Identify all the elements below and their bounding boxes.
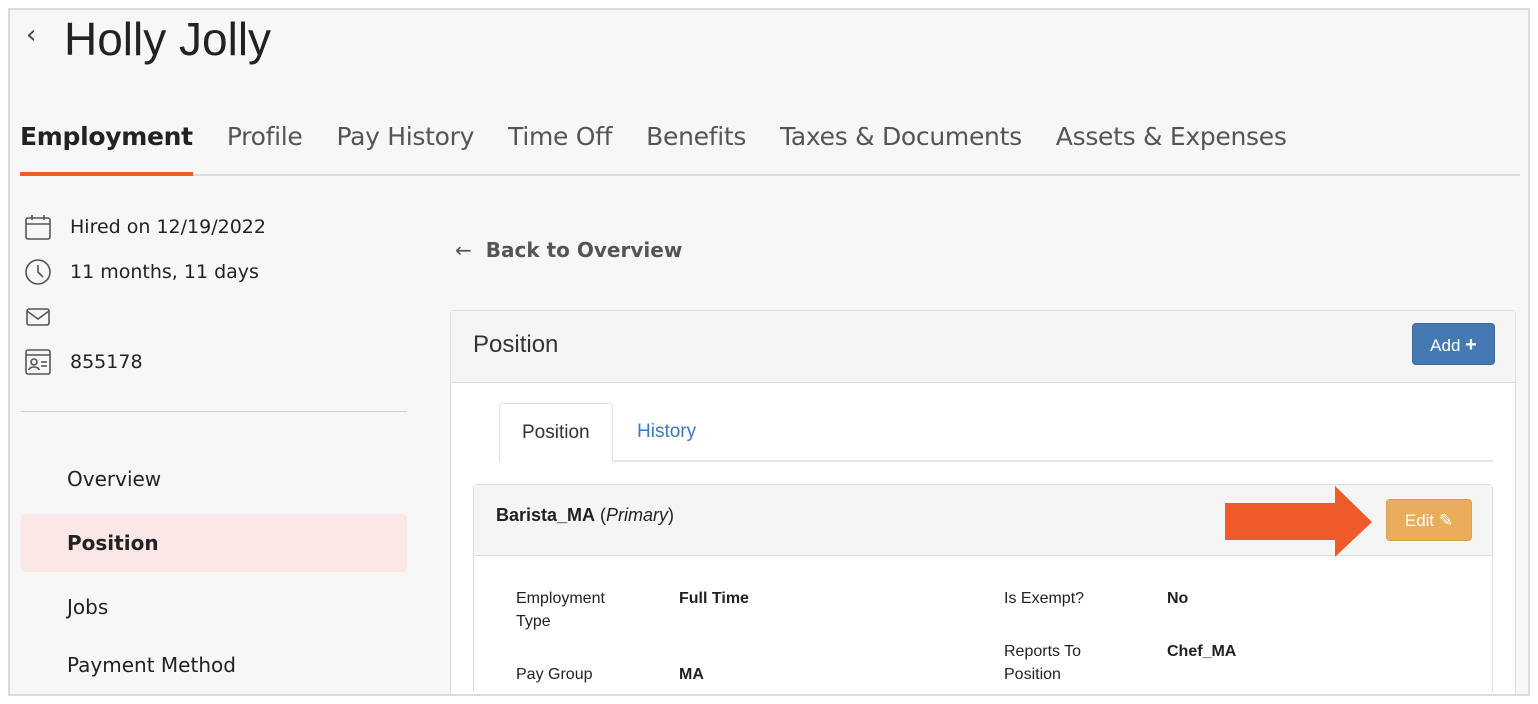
tab-pay-history[interactable]: Pay History <box>336 122 475 151</box>
sidebar-item-jobs[interactable]: Jobs <box>67 595 109 619</box>
tab-employment[interactable]: Employment <box>20 120 193 176</box>
panel-title: Position <box>473 331 559 358</box>
employee-id: 855178 <box>24 348 143 376</box>
arrow-right-icon <box>1225 486 1372 557</box>
panel-header: Position Add + <box>451 311 1515 383</box>
field-label: Is Exempt? <box>1004 590 1085 607</box>
tab-taxes-documents[interactable]: Taxes & Documents <box>780 122 1022 151</box>
field-value: No <box>1167 590 1189 607</box>
main-tabs: Employment Profile Pay History Time Off … <box>20 120 1520 176</box>
add-button[interactable]: Add + <box>1412 323 1495 365</box>
chevron-left-icon[interactable]: ‹ <box>26 20 37 50</box>
edit-button[interactable]: Edit ✎ <box>1386 499 1472 541</box>
id-card-icon <box>25 349 51 375</box>
field-label: Reports To Position <box>1004 643 1082 683</box>
arrow-left-icon: ← <box>455 238 472 262</box>
hire-date: Hired on 12/19/2022 <box>24 213 266 241</box>
tab-time-off[interactable]: Time Off <box>508 122 613 151</box>
field-value: MA <box>679 666 704 683</box>
field-label: Employment Type <box>516 590 605 630</box>
field-value: Full Time <box>679 590 749 607</box>
calendar-icon <box>25 215 51 240</box>
position-subtabs: Position History <box>499 403 1493 462</box>
divider <box>21 411 407 412</box>
field-value: Chef_MA <box>1167 643 1237 660</box>
tab-profile[interactable]: Profile <box>226 122 303 151</box>
app-window: ‹ Holly Jolly Employment Profile Pay His… <box>8 8 1530 696</box>
clock-icon <box>25 259 51 285</box>
field-label: Pay Group <box>516 666 593 683</box>
tab-history[interactable]: History <box>637 421 697 442</box>
back-to-overview-link[interactable]: ← Back to Overview <box>455 238 683 262</box>
email <box>24 303 70 331</box>
envelope-icon <box>26 308 50 326</box>
tab-assets-expenses[interactable]: Assets & Expenses <box>1055 122 1287 151</box>
tab-benefits[interactable]: Benefits <box>646 122 747 151</box>
sidebar-item-payment-method[interactable]: Payment Method <box>67 653 236 677</box>
tab-position[interactable]: Position <box>499 403 613 462</box>
sidebar-item-overview[interactable]: Overview <box>67 467 162 491</box>
page-title: Holly Jolly <box>64 13 272 65</box>
sidebar-item-position[interactable]: Position <box>21 514 407 572</box>
plus-icon: + <box>1465 334 1477 356</box>
position-name: Barista_MA (Primary) <box>496 505 675 525</box>
tenure: 11 months, 11 days <box>24 258 259 286</box>
pencil-icon: ✎ <box>1438 511 1454 530</box>
